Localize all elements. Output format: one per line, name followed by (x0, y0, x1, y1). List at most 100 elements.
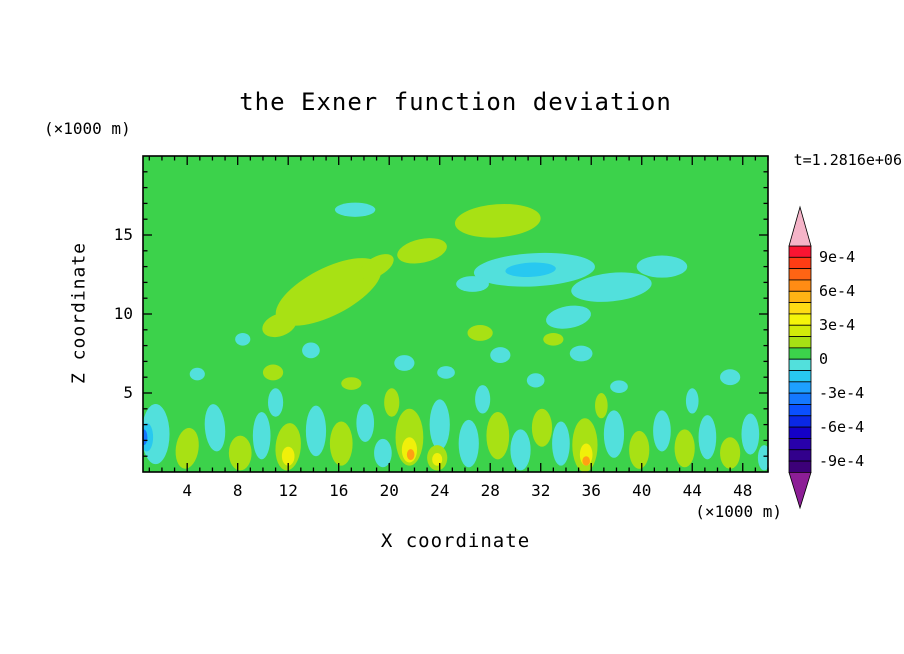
contour-blob (429, 399, 450, 450)
contour-blob (674, 429, 695, 468)
colorbar-segment (788, 415, 812, 428)
colorbar-segment (788, 347, 812, 360)
colorbar-under-arrow (788, 471, 812, 510)
contour-blob (475, 385, 491, 414)
x-tick-label: 16 (329, 481, 349, 500)
x-tick-label: 28 (480, 481, 500, 500)
colorbar-segment (788, 256, 812, 270)
contour-blob (394, 355, 415, 371)
contour-blob (610, 380, 628, 393)
contour-blob (685, 388, 699, 414)
x-axis-title: X coordinate (380, 530, 531, 552)
colorbar-segment (788, 336, 812, 349)
x-tick-label: 20 (379, 481, 399, 500)
contour-blob (235, 332, 251, 346)
colorbar-segment (788, 426, 812, 439)
colorbar-segment (788, 302, 812, 315)
y-tick-label: 10 (113, 304, 133, 323)
contour-blob (406, 449, 415, 461)
time-label: t=1.2816e+06 (793, 151, 902, 169)
plot-frame (142, 155, 769, 473)
contour-blob (341, 377, 362, 390)
x-tick-label: 24 (430, 481, 450, 500)
contour-blob (454, 203, 541, 238)
contour-blob (204, 404, 226, 452)
contour-blob (228, 435, 252, 471)
contour-blob (510, 429, 531, 471)
contour-blob (262, 364, 284, 381)
contour-blob (757, 445, 768, 471)
colorbar-segment (788, 358, 812, 371)
x-axis-unit-label: (×1000 m) (695, 502, 782, 521)
contour-blob (143, 423, 154, 452)
colorbar-segment (788, 324, 812, 337)
contour-blob (334, 202, 376, 217)
contour-blob (467, 325, 493, 341)
contour-blob (720, 437, 741, 469)
field-background (143, 156, 768, 472)
y-axis-unit-label: (×1000 m) (44, 119, 131, 138)
contour-blob (384, 388, 400, 417)
plot-title: the Exner function deviation (239, 88, 672, 116)
contour-blob (698, 415, 717, 460)
contour-blob (268, 388, 284, 417)
contour-blob (653, 410, 671, 452)
colorbar-segment (788, 245, 812, 258)
contour-blob (531, 408, 553, 447)
contour-blob (543, 332, 564, 346)
colorbar-segment (788, 290, 812, 303)
colorbar-tick-label: 3e-4 (819, 316, 856, 335)
colorbar-segment (788, 438, 812, 451)
x-tick-label: 40 (632, 481, 652, 500)
contour-blob (359, 254, 394, 280)
contour-blob (505, 262, 556, 277)
colorbar-segment (788, 392, 812, 405)
colorbar-tick-label: -3e-4 (819, 384, 865, 403)
contour-blob (490, 347, 511, 363)
y-tick-label: 15 (113, 225, 133, 244)
x-tick-label: 32 (531, 481, 551, 500)
colorbar-tick-label: 9e-4 (819, 248, 856, 267)
contour-blob (175, 427, 199, 469)
contour-blob (356, 404, 375, 442)
colorbar-tick-label: 6e-4 (819, 282, 856, 301)
contour-blob (437, 366, 455, 379)
contour-blob (252, 411, 271, 460)
contour-blob (275, 258, 382, 326)
contour-blob (456, 276, 489, 292)
colorbar-segment (788, 313, 812, 326)
colorbar-over-arrow (788, 205, 812, 247)
y-tick-label: 5 (123, 383, 133, 402)
colorbar (788, 205, 812, 510)
x-tick-label: 44 (682, 481, 702, 500)
x-tick-label: 36 (581, 481, 601, 500)
contour-blob (397, 238, 447, 264)
contour-blob (281, 446, 295, 466)
contour-blob (595, 393, 608, 419)
contour-blob (571, 272, 652, 302)
contour-blob (189, 367, 205, 381)
colorbar-segment (788, 404, 812, 417)
colorbar-segment (788, 460, 812, 473)
contour-blob (143, 429, 148, 446)
contour-blob (302, 342, 320, 359)
colorbar-tick-label: -9e-4 (819, 452, 865, 471)
colorbar-tick-label: -6e-4 (819, 418, 865, 437)
contour-blob (741, 413, 760, 455)
colorbar-segment (788, 370, 812, 383)
x-tick-label: 8 (232, 481, 243, 500)
colorbar-tick-label: 0 (819, 350, 829, 369)
contour-blob (720, 369, 741, 386)
contour-blob (636, 255, 688, 278)
contour-blob (374, 438, 392, 468)
contour-blob (526, 373, 545, 388)
contour-field (143, 156, 768, 472)
contour-blob (486, 411, 510, 460)
contour-blob (569, 345, 593, 362)
contour-blob (432, 453, 443, 466)
contour-blob (262, 313, 297, 338)
colorbar-segment (788, 279, 812, 292)
contour-blob (305, 405, 327, 457)
contour-blob (329, 421, 353, 466)
